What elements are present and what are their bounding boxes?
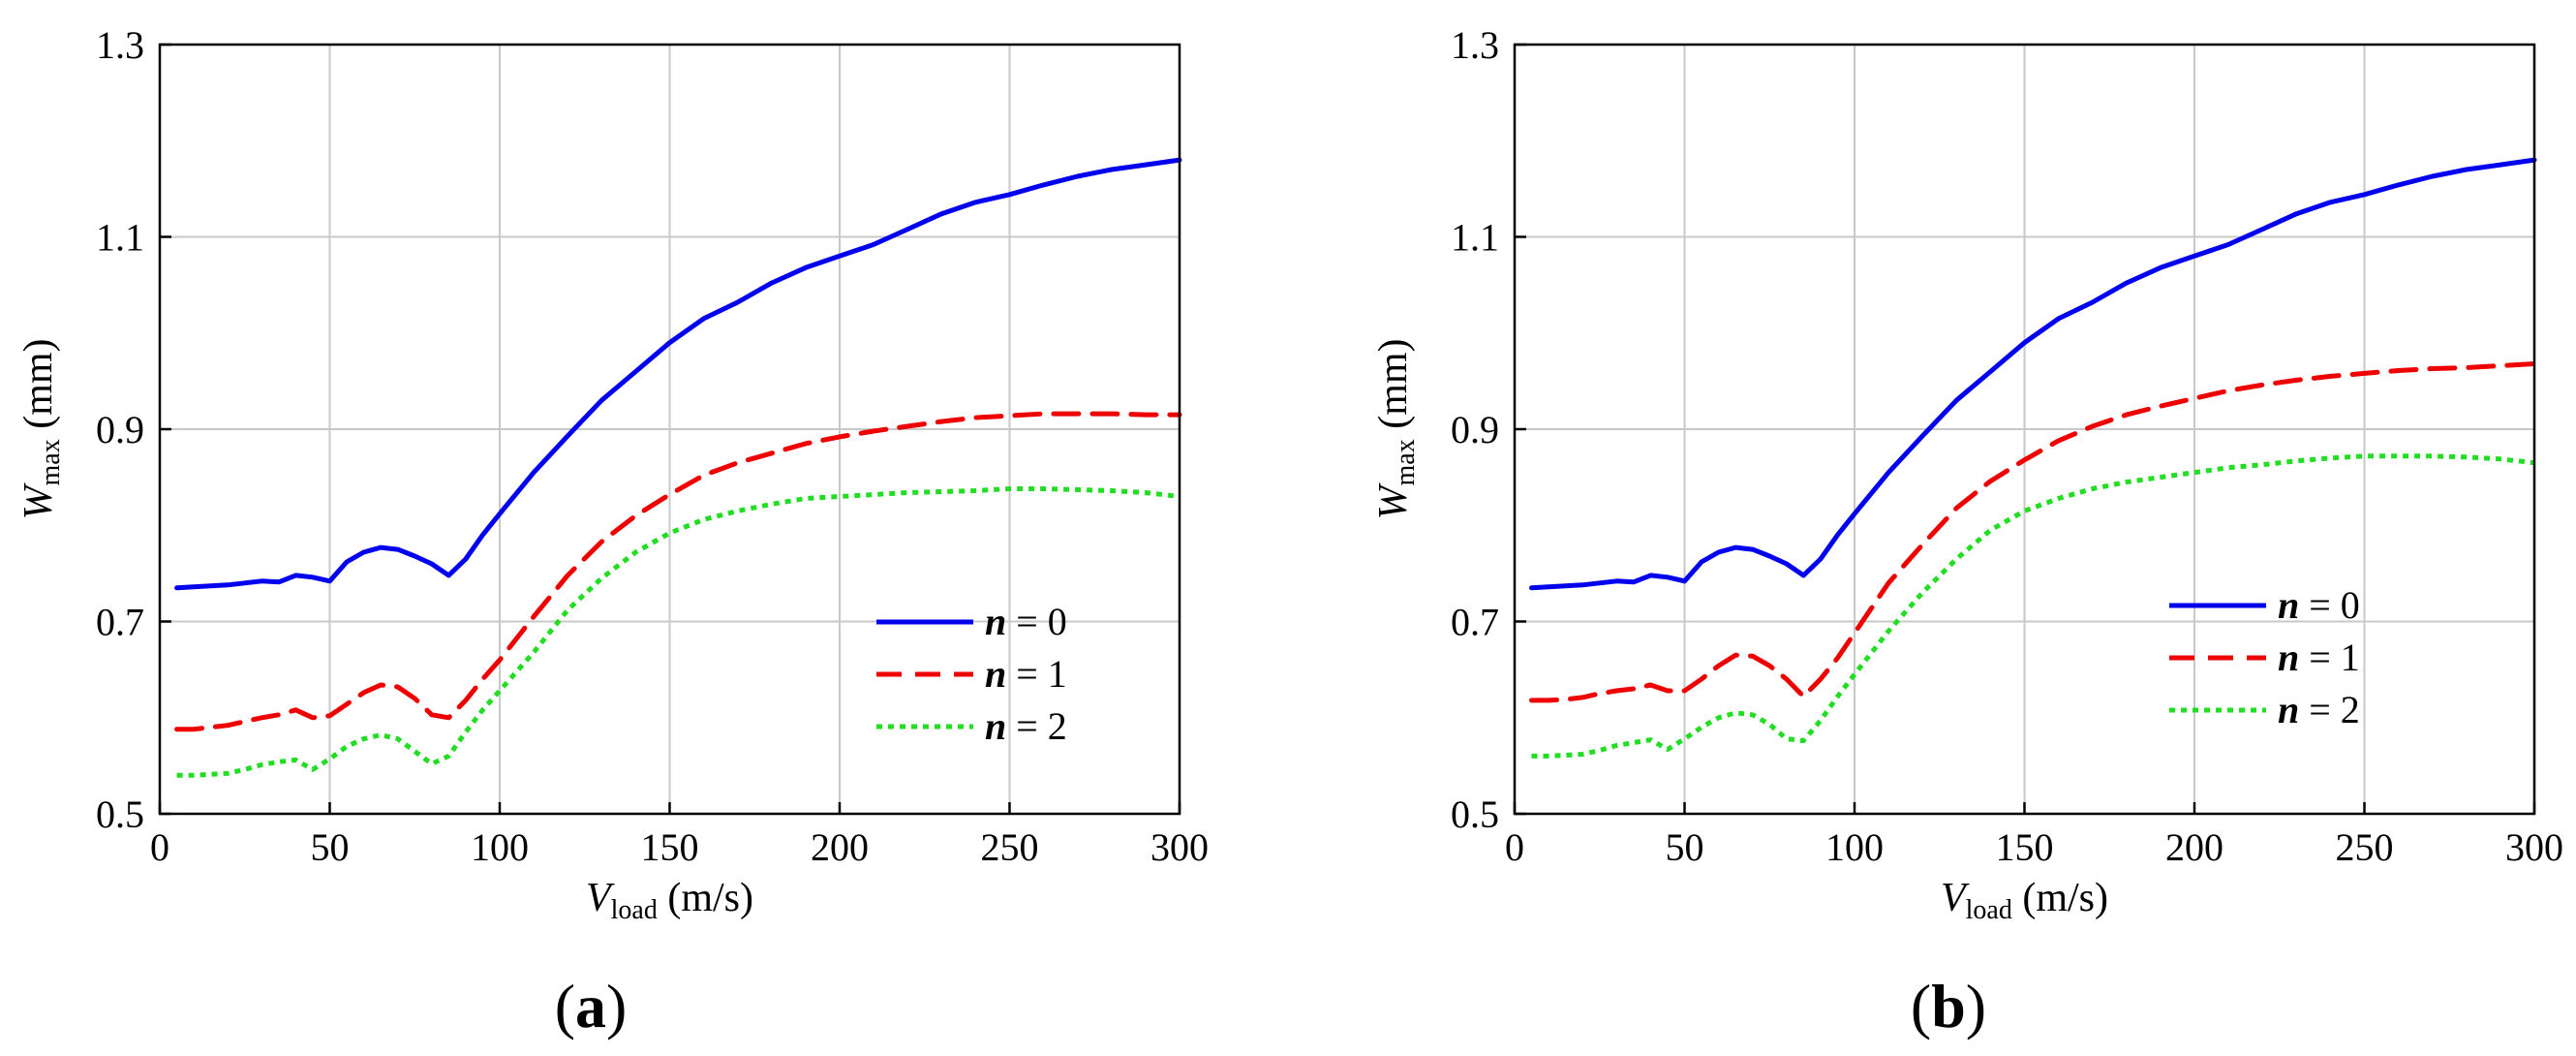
legend-label-n1: n = 1 (2278, 636, 2360, 679)
x-axis-label: Vload (m/s) (586, 876, 753, 925)
y-tick-label: 0.9 (1451, 408, 1499, 451)
legend-label-n2: n = 2 (2278, 688, 2360, 731)
x-tick-label: 50 (311, 825, 350, 869)
legend-label-n2: n = 2 (985, 704, 1067, 748)
y-tick-label: 0.7 (96, 601, 144, 644)
x-axis-label: Vload (m/s) (1941, 876, 2108, 925)
x-tick-label: 250 (981, 825, 1039, 869)
legend-label-n0: n = 0 (985, 600, 1067, 643)
x-tick-label: 100 (471, 825, 529, 869)
x-tick-label: 200 (811, 825, 869, 869)
x-tick-label: 0 (150, 825, 169, 869)
x-tick-label: 50 (1666, 825, 1704, 869)
series-line-n1 (1529, 361, 2537, 703)
series-line-n2 (1531, 453, 2535, 759)
x-tick-label: 150 (1996, 825, 2054, 869)
x-tick-label: 0 (1505, 825, 1524, 869)
y-tick-label: 1.3 (1451, 23, 1499, 67)
series-line-n0 (1529, 157, 2537, 591)
y-tick-label: 0.7 (1451, 601, 1499, 644)
y-axis-label: Wmax (mm) (16, 338, 66, 519)
y-tick-label: 1.1 (96, 216, 144, 260)
legend: n = 0 n = 1 n = 2 (2169, 583, 2360, 731)
x-tick-label: 150 (641, 825, 699, 869)
chart-panel-a: 0 50 100 150 200 250 300 0.5 0.7 0.9 1.1 1.3 Vload (… (16, 23, 1209, 1040)
legend-label-n0: n = 0 (2278, 583, 2360, 627)
x-tick-label: 250 (2336, 825, 2394, 869)
legend-label-n1: n = 1 (985, 652, 1067, 696)
y-tick-label: 1.3 (96, 23, 144, 67)
y-tick-label: 0.9 (96, 408, 144, 451)
x-tick-label: 100 (1825, 825, 1884, 869)
x-tick-label: 200 (2165, 825, 2223, 869)
series-line-n0 (174, 157, 1182, 591)
panel-label: (b) (1911, 972, 1986, 1040)
legend: n = 0 n = 1 n = 2 (876, 600, 1067, 748)
y-tick-label: 0.5 (1451, 792, 1499, 836)
y-tick-label: 1.1 (1451, 216, 1499, 260)
series-line-n1 (174, 411, 1182, 732)
x-tick-label: 300 (2505, 825, 2563, 869)
y-tick-label: 0.5 (96, 792, 144, 836)
chart-panel-b: 0 50 100 150 200 250 300 0.5 0.7 0.9 1.1 1.3 Vload (… (1371, 23, 2563, 1040)
panel-label: (a) (555, 972, 628, 1040)
y-axis-label: Wmax (mm) (1371, 338, 1421, 519)
x-tick-label: 300 (1150, 825, 1209, 869)
